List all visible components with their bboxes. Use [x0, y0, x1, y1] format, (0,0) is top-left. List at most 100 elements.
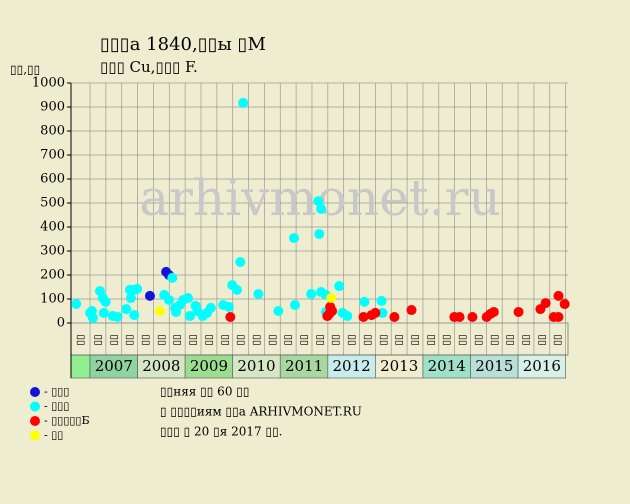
data-point [467, 312, 478, 322]
y-tick-label: 900 [40, 100, 65, 115]
column-label: ▯▯ [552, 334, 563, 345]
year-label: 2007 [95, 357, 133, 375]
year-label: 2009 [190, 357, 228, 375]
data-point [98, 307, 109, 318]
data-point [273, 306, 284, 316]
data-point [182, 293, 193, 304]
y-tick-label: 300 [40, 244, 65, 259]
y-tick-label: 800 [40, 124, 65, 139]
legend-marker [30, 401, 40, 412]
y-tick-label: 100 [40, 292, 65, 307]
data-point [326, 293, 337, 304]
data-point [389, 312, 400, 322]
data-point [289, 233, 300, 244]
year-label: 2013 [380, 357, 418, 375]
data-point [86, 306, 97, 316]
column-label: ▯▯ [362, 334, 373, 345]
data-point [377, 307, 388, 318]
column-label: ▯▯ [156, 334, 167, 345]
y-tick-label: 600 [40, 172, 65, 187]
data-point [540, 298, 551, 309]
y-tick-label: 1000 [32, 76, 65, 91]
year-label: 2011 [285, 357, 323, 375]
y-tick-label: 700 [40, 148, 65, 163]
column-label: ▯▯ [394, 334, 405, 345]
legend-marker [30, 387, 40, 397]
data-point [454, 312, 465, 322]
data-point [314, 228, 325, 239]
data-point [223, 301, 234, 312]
data-point [235, 257, 246, 268]
data-point [129, 310, 140, 321]
footnote: ▯ ▯▯▯▯иям ▯▯а ARHIVMONET.RU [160, 405, 362, 419]
year-label: 2016 [523, 357, 561, 375]
y-tick-label: 0 [57, 316, 65, 331]
column-label: ▯▯ [267, 334, 278, 345]
data-point [290, 300, 301, 310]
y-tick-label: 500 [40, 196, 65, 211]
y-axis-label: ▯▯,▯▯ [10, 63, 40, 77]
data-point [488, 306, 499, 317]
legend-marker [30, 430, 40, 441]
column-label: ▯▯ [92, 334, 103, 345]
data-point [359, 296, 370, 307]
column-label: ▯▯ [489, 334, 500, 345]
column-label: ▯▯ [172, 334, 183, 345]
data-point [406, 305, 417, 316]
chart-subtitle: ▯▯▯ Cu,▯▯▯ F. [100, 58, 198, 76]
column-label: ▯▯ [425, 334, 436, 345]
year-label: 2008 [142, 357, 180, 375]
data-point [112, 312, 123, 322]
data-point [306, 288, 317, 299]
column-label: ▯▯ [219, 334, 230, 345]
data-point [100, 296, 111, 307]
data-point [132, 283, 143, 294]
data-point [184, 311, 195, 322]
data-point [325, 301, 336, 312]
data-point [313, 196, 324, 207]
column-label: ▯▯ [251, 334, 262, 345]
year-label: 2015 [475, 357, 513, 375]
legend-marker [30, 416, 40, 426]
column-label: ▯▯ [536, 334, 547, 345]
data-point [225, 312, 236, 322]
data-point [253, 288, 264, 299]
data-point [553, 290, 564, 301]
data-point [163, 294, 174, 305]
column-label: ▯▯ [283, 334, 294, 345]
data-point [316, 204, 327, 214]
column-label: ▯▯ [203, 334, 214, 345]
data-point [370, 307, 381, 318]
data-point [342, 311, 353, 322]
y-tick-label: 400 [40, 220, 65, 235]
data-point [154, 306, 165, 316]
column-label: ▯▯ [75, 334, 86, 345]
legend-label: - ▯▯▯ [44, 400, 69, 413]
data-point [231, 284, 242, 295]
chart-title: ▯▯▯а 1840,▯▯ы ▯М [100, 34, 266, 55]
year-label: 2010 [237, 357, 275, 375]
column-label: ▯▯ [188, 334, 199, 345]
column-label: ▯▯ [505, 334, 516, 345]
data-point [559, 299, 570, 310]
column-label: ▯▯ [441, 334, 452, 345]
column-label: ▯▯ [457, 334, 468, 345]
year-label: 2012 [333, 357, 371, 375]
column-label: ▯▯ [314, 334, 325, 345]
column-label: ▯▯ [235, 334, 246, 345]
column-label: ▯▯ [520, 334, 531, 345]
column-label: ▯▯ [108, 334, 119, 345]
legend-label: - ▯▯▯ [44, 385, 69, 398]
data-point [553, 312, 564, 322]
legend-label: - ▯▯▯▯▯Б [44, 414, 90, 427]
column-label: ▯▯ [346, 334, 357, 345]
data-point [322, 311, 333, 322]
column-label: ▯▯ [330, 334, 341, 345]
column-label: ▯▯ [140, 334, 151, 345]
column-label: ▯▯ [473, 334, 484, 345]
data-point [205, 302, 216, 313]
data-point [71, 299, 82, 310]
data-point [334, 281, 345, 292]
data-point [513, 306, 524, 317]
